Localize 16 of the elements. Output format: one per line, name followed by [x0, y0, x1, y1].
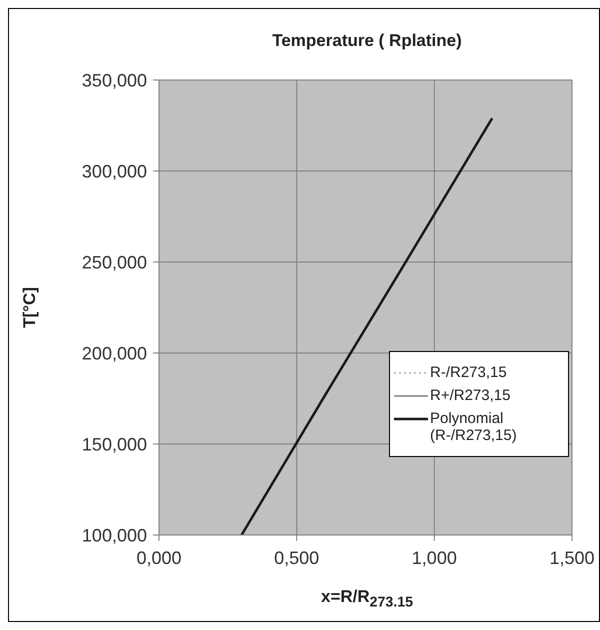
y-axis-title: T[°C]	[20, 287, 40, 328]
y-tick-label: 150,000	[82, 434, 147, 454]
x-tick-label: 0,000	[136, 548, 182, 568]
y-tick-label: 300,000	[82, 161, 147, 182]
x-tick-label: 1,000	[412, 548, 457, 568]
legend-label: R+/R273,15	[430, 387, 510, 404]
x-tick-label: 1,500	[549, 548, 595, 568]
legend-label: R-/R273,15	[430, 364, 507, 381]
y-tick-label: 100,000	[82, 525, 147, 546]
x-axis-title: x=R/R$_{273.15}$	[320, 587, 414, 610]
y-tick-label: 250,000	[82, 252, 147, 272]
y-tick-label: 350,000	[82, 70, 147, 90]
y-tick-label: 200,000	[82, 343, 147, 364]
x-tick-label: 0,500	[274, 548, 320, 568]
chart-title: Temperature ( Rplatine)	[271, 31, 463, 51]
legend-label: Polynomial (R-/R273,15)	[430, 410, 518, 444]
